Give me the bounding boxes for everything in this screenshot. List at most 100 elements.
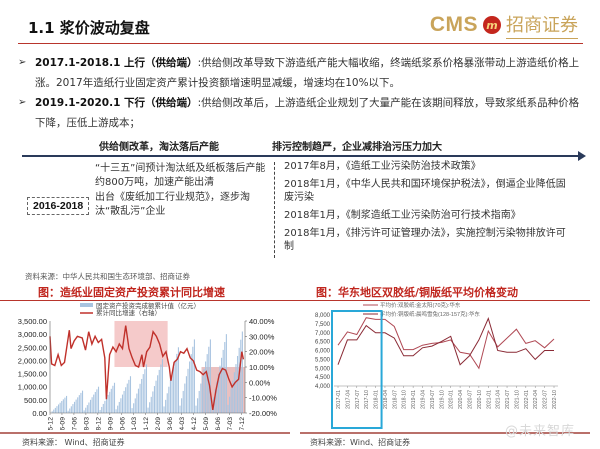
x-axis-tick: 2008-03 (83, 417, 90, 430)
price-line (337, 317, 555, 370)
bar (53, 409, 55, 413)
timeline-right-item: 2018年1月，《中华人民共和国环境保护税法》，倒逼企业降低固废污染 (284, 179, 566, 203)
right-axis-tick: 20.00% (249, 348, 275, 357)
bar (134, 398, 136, 413)
summary-bullets: ➢ 2017.1-2018.1 上行（供给端）:供给侧改革导致下游造纸产能大幅收… (18, 53, 588, 133)
growth-line (49, 325, 245, 411)
x-axis-tick: 2013-06 (167, 417, 174, 430)
bar (69, 408, 71, 413)
x-axis-tick: 2010-06 (119, 417, 126, 430)
bar (85, 407, 87, 413)
x-axis-tick: 2017-07 (355, 390, 361, 409)
bar (150, 396, 152, 413)
bar (141, 378, 143, 413)
bar (222, 349, 224, 413)
bar (240, 339, 242, 413)
bar (80, 392, 82, 413)
bar (193, 339, 195, 413)
bar (158, 369, 160, 413)
bar (104, 400, 106, 413)
bar (89, 399, 92, 413)
left-axis-tick: 2,500.00 (18, 343, 47, 352)
bar (102, 403, 104, 413)
x-axis-tick: 2019-07 (430, 390, 436, 409)
bar (233, 372, 235, 413)
bar (219, 365, 221, 413)
x-axis-tick: 2020-01 (449, 390, 455, 409)
y-axis-tick: 4,500 (315, 375, 331, 381)
bar (197, 398, 199, 413)
bar (221, 357, 223, 413)
bar (182, 390, 184, 413)
bar (81, 390, 84, 413)
timeline-source: 资料来源：中华人民共和国生态环境部、招商证券 (25, 272, 190, 281)
logo-badge-icon: m (483, 16, 501, 34)
bar (54, 407, 56, 413)
x-axis-tick: 2021-10 (514, 390, 520, 409)
timeline-axis (22, 155, 582, 157)
bullet-lead: 2017.1-2018.1 上行（供给端） (35, 57, 198, 69)
bar (152, 391, 154, 413)
y-axis-tick: 5,500 (315, 357, 331, 363)
timeline-left-heading: 供给侧改革，淘汰落后产能 (99, 142, 219, 153)
price-line (337, 317, 554, 366)
y-axis-tick: 4,000 (315, 384, 331, 390)
x-axis-tick: 2012-09 (155, 417, 162, 430)
bar (232, 380, 234, 413)
y-axis-tick: 5,000 (315, 366, 331, 372)
bar (142, 374, 144, 413)
x-axis-tick: 2011-12 (143, 417, 150, 430)
x-axis-tick: 2018-04 (383, 390, 389, 409)
bar (91, 397, 93, 413)
bar (192, 346, 194, 413)
legend-label: 平均价:双胶纸:金太阳(70克):华东 (380, 301, 461, 309)
bar (177, 347, 179, 413)
x-axis-tick: 2020-04 (458, 390, 464, 409)
arrow-right-icon (578, 151, 586, 161)
bullet-item: ➢ 2017.1-2018.1 上行（供给端）:供给侧改革导致下游造纸产能大幅收… (18, 53, 588, 93)
bar (99, 409, 101, 413)
arrow-bullet-icon: ➢ (18, 97, 27, 108)
bar (73, 401, 76, 413)
bar (181, 398, 183, 413)
bar (184, 383, 186, 413)
page-title: 1.1 浆价波动复盘 (28, 19, 150, 37)
bullet-item: ➢ 2019.1-2020.1 下行（供给端）:供给侧改革后，上游造纸企业规划了… (18, 93, 588, 133)
x-axis-tick: 2016-06 (215, 417, 222, 430)
bar (174, 360, 176, 413)
bar (123, 390, 125, 413)
timeline-period-label: 2016-2018 (27, 197, 90, 215)
timeline-right-item: 2018年1月，《制浆造纸工业污染防治可行技术指南》 (284, 210, 521, 221)
right-axis-tick: 10.00% (249, 363, 275, 372)
right-figure-rule (300, 300, 590, 301)
bar (62, 399, 64, 413)
y-axis-tick: 6,500 (315, 340, 331, 346)
x-axis-tick: 2014-12 (191, 417, 198, 430)
x-axis-tick: 2021-07 (505, 390, 511, 409)
bar (107, 394, 109, 413)
left-figure-title: 图：造纸业固定资产投资累计同比增速 (38, 286, 225, 299)
paper-price-chart: 平均价:双胶纸:金太阳(70克):华东平均价:铜版纸:晨鸣雪兔(128-157克… (315, 301, 558, 429)
timeline-left-items: “十三五”间预计淘汰纸及纸板落后产能约800万吨，加速产能出清 出台《废纸加工行… (95, 162, 270, 220)
cms-logo: CMS m 招商证券 (430, 12, 578, 39)
right-axis-tick: 30.00% (249, 332, 275, 341)
bar (185, 376, 187, 413)
bar (93, 394, 95, 413)
bar (115, 409, 117, 413)
right-figure-title: 图：华东地区双胶纸/铜版纸平均价格变动 (316, 286, 519, 299)
bar (217, 373, 219, 413)
bar (149, 402, 151, 413)
y-axis-tick: 8,000 (315, 313, 331, 319)
x-axis-tick: 2017-10 (364, 390, 370, 409)
bar (105, 397, 108, 413)
x-axis-tick: 2017-01 (336, 390, 342, 409)
bar (110, 388, 112, 413)
bar (241, 331, 243, 413)
y-axis-tick: 7,500 (315, 322, 331, 328)
bar (112, 385, 114, 413)
bar (189, 361, 191, 413)
arrow-bullet-icon: ➢ (18, 57, 27, 68)
bar (198, 390, 200, 413)
bar (169, 380, 171, 413)
bar (230, 388, 232, 413)
